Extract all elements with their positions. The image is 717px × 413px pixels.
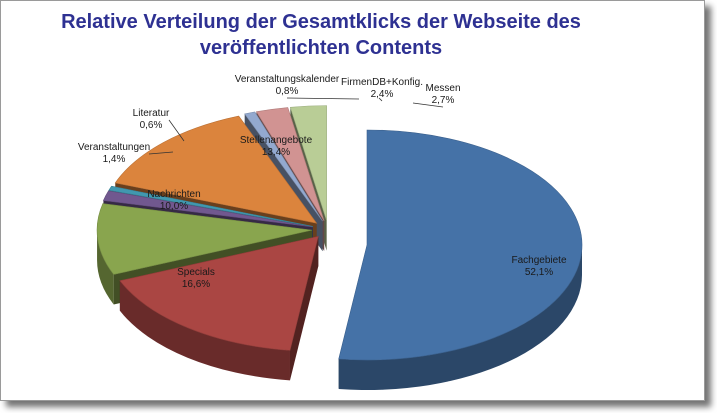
chart-title: Relative Verteilung der Gesamtklicks der… bbox=[1, 9, 641, 61]
pie-leader-lines bbox=[148, 97, 444, 155]
slice-value-stellenangebote: 13,4% bbox=[262, 147, 290, 158]
leader-line-messen bbox=[412, 102, 444, 108]
chart-title-line-1: Relative Verteilung der Gesamtklicks der… bbox=[61, 11, 581, 33]
pie-tops bbox=[96, 105, 583, 361]
slice-label-literatur: Literatur bbox=[133, 108, 170, 119]
slice-label-firmendb-konfig-: FirmenDB+Konfig. bbox=[341, 77, 423, 88]
pie-slice-fachgebiete bbox=[338, 129, 583, 361]
slice-label-specials: Specials bbox=[177, 267, 215, 278]
pie-slice-nachrichten bbox=[96, 203, 313, 275]
pie-slice-literatur bbox=[108, 185, 313, 227]
pie-slice-messen bbox=[289, 105, 327, 221]
pie-slice-specials bbox=[119, 235, 319, 351]
slice-value-messen: 2,7% bbox=[432, 95, 455, 106]
chart-title-line-2: veröffentlichten Contents bbox=[199, 37, 443, 59]
leader-line-veranstaltungen bbox=[148, 151, 174, 155]
slice-label-veranstaltungen: Veranstaltungen bbox=[78, 142, 150, 153]
slice-rim-1 bbox=[119, 280, 290, 381]
slice-label-messen: Messen bbox=[425, 83, 460, 94]
leader-line-veranstaltungskalender bbox=[286, 97, 360, 100]
slice-rim-0 bbox=[338, 245, 582, 390]
chart-frame: Relative Verteilung der Gesamtklicks der… bbox=[0, 0, 705, 401]
slice-label-veranstaltungskalender: Veranstaltungskalender bbox=[235, 74, 340, 85]
slice-value-veranstaltungen: 1,4% bbox=[103, 154, 126, 165]
slice-value-fachgebiete: 52,1% bbox=[525, 267, 553, 278]
pie-slice-veranstaltungskalender bbox=[244, 111, 323, 222]
leader-line-literatur bbox=[168, 119, 185, 142]
leader-line-firmendb-konfig- bbox=[378, 97, 383, 102]
pie-slice-stellenangebote bbox=[114, 115, 318, 224]
slice-label-fachgebiete: Fachgebiete bbox=[511, 255, 566, 266]
slice-value-specials: 16,6% bbox=[182, 279, 210, 290]
slice-label-nachrichten: Nachrichten bbox=[147, 189, 200, 200]
slice-value-literatur: 0,6% bbox=[140, 120, 163, 131]
slice-value-veranstaltungskalender: 0,8% bbox=[276, 86, 299, 97]
slice-value-nachrichten: 10,0% bbox=[160, 201, 188, 212]
slice-value-firmendb-konfig-: 2,4% bbox=[371, 89, 394, 100]
pie-slice-firmendb-konfig- bbox=[255, 107, 325, 222]
slice-wall-1-0 bbox=[289, 236, 319, 381]
slice-rim-2 bbox=[97, 230, 114, 305]
pie-slice-veranstaltungen bbox=[102, 190, 313, 228]
slice-label-stellenangebote: Stellenangebote bbox=[240, 135, 313, 146]
